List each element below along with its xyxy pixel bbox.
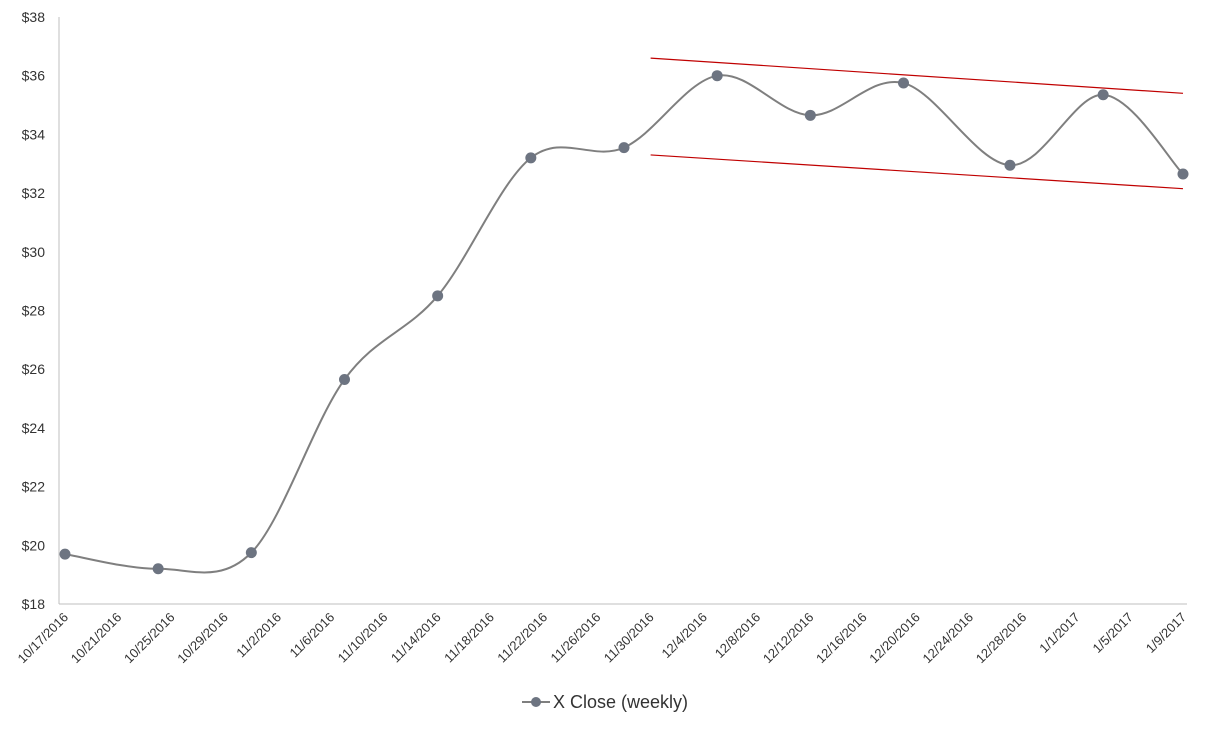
- y-tick-label: $24: [22, 420, 46, 436]
- x-tick-label: 11/14/2016: [388, 610, 444, 666]
- x-tick-label: 12/24/2016: [920, 610, 977, 667]
- x-tick-label: 10/17/2016: [14, 610, 71, 667]
- data-point: [1097, 89, 1109, 101]
- x-tick-label: 1/9/2017: [1143, 610, 1189, 656]
- x-tick-label: 12/28/2016: [973, 610, 1030, 667]
- data-point: [245, 547, 257, 559]
- y-tick-label: $34: [22, 126, 46, 142]
- data-point: [339, 373, 350, 385]
- y-tick-label: $36: [22, 68, 46, 84]
- data-point: [618, 142, 630, 154]
- data-point: [1177, 168, 1189, 180]
- y-tick-label: $28: [22, 303, 46, 319]
- x-tick-label: 11/26/2016: [548, 610, 604, 666]
- data-point: [432, 290, 444, 302]
- y-tick-label: $22: [22, 479, 46, 495]
- x-tick-label: 10/29/2016: [174, 610, 231, 667]
- y-tick-label: $30: [22, 244, 46, 260]
- data-point: [525, 152, 537, 164]
- data-point: [711, 70, 723, 82]
- trendline: [650, 57, 1184, 94]
- legend-marker-icon: [531, 697, 541, 707]
- x-tick-label: 1/5/2017: [1089, 610, 1135, 656]
- y-tick-label: $38: [22, 9, 46, 25]
- data-point: [152, 563, 164, 575]
- x-tick-label: 11/10/2016: [335, 610, 391, 666]
- y-tick-label: $18: [22, 596, 46, 612]
- x-tick-label: 11/30/2016: [601, 610, 657, 666]
- y-tick-label: $32: [22, 185, 46, 201]
- x-tick-label: 11/2/2016: [233, 610, 284, 661]
- x-tick-label: 12/16/2016: [813, 610, 870, 667]
- legend: X Close (weekly): [522, 692, 688, 712]
- y-tick-label: $20: [22, 537, 46, 553]
- x-tick-label: 12/4/2016: [658, 610, 710, 662]
- legend-label: X Close (weekly): [553, 692, 688, 712]
- data-point: [804, 109, 816, 121]
- data-point: [898, 77, 909, 89]
- series: [59, 70, 1189, 575]
- x-tick-label: 12/20/2016: [866, 610, 923, 667]
- trendlines: [650, 57, 1184, 190]
- data-point: [59, 548, 71, 560]
- trendline: [650, 154, 1184, 190]
- x-tick-label: 10/25/2016: [121, 610, 178, 667]
- x-tick-label: 12/12/2016: [760, 610, 817, 667]
- data-point: [1004, 159, 1016, 171]
- axes: $18 $20 $22 $24 $26 $28 $30 $32 $34 $36 $38 10/17/2…: [14, 9, 1189, 666]
- x-tick-label: 11/22/2016: [494, 610, 550, 666]
- x-tick-label: 10/21/2016: [68, 610, 125, 667]
- x-tick-label: 11/6/2016: [286, 610, 337, 661]
- y-tick-label: $26: [22, 361, 46, 377]
- x-tick-label: 12/8/2016: [712, 610, 764, 662]
- x-tick-label: 1/1/2017: [1036, 610, 1082, 656]
- x-tick-label: 11/18/2016: [441, 610, 497, 666]
